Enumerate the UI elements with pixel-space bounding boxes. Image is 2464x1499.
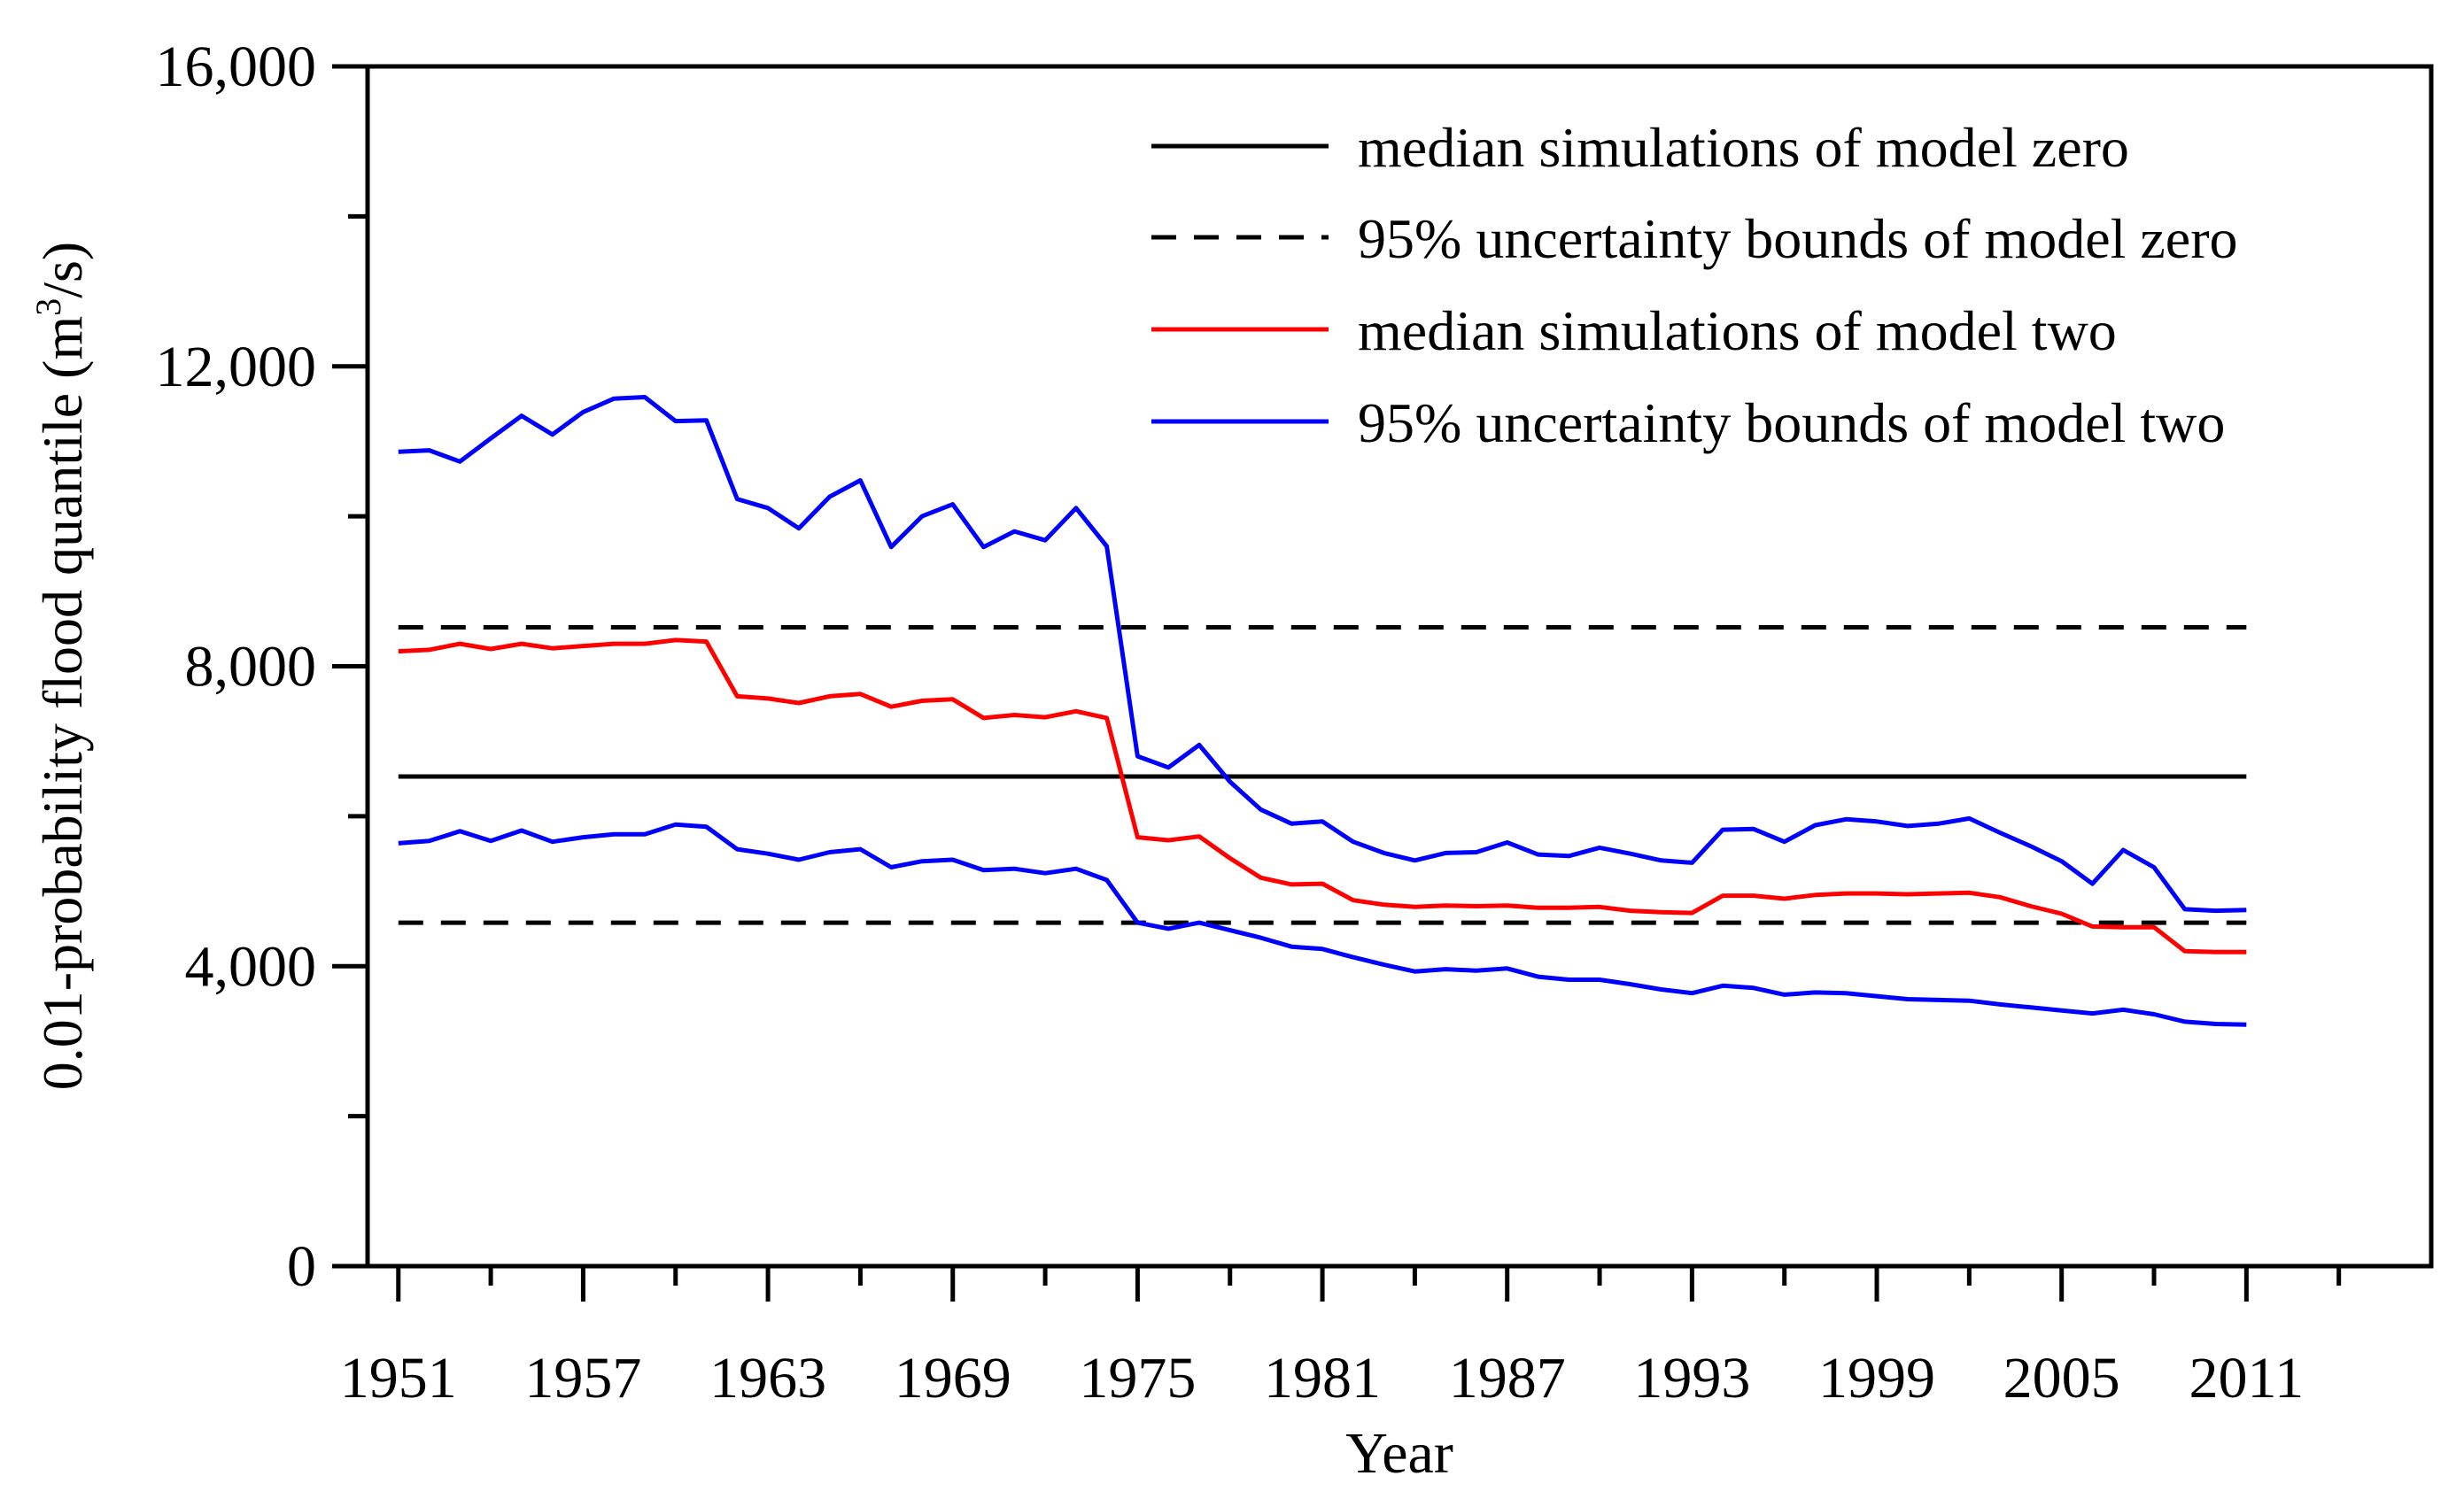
x-tick-label: 1993 xyxy=(1633,1346,1750,1410)
y-axis-label-main: 0.01-probability flood quantile (m xyxy=(31,316,94,1091)
x-tick-label: 1957 xyxy=(524,1346,641,1410)
y-axis-label-sup: 3 xyxy=(28,298,68,316)
series-bounds-model-two-lower xyxy=(398,822,2247,1027)
x-tick-label: 1999 xyxy=(1818,1346,1935,1410)
y-axis-label: 0.01-probability flood quantile (m3/s) xyxy=(28,242,94,1091)
x-tick-label: 1987 xyxy=(1449,1346,1566,1410)
series-layer xyxy=(398,395,2247,1027)
x-tick-label: 1969 xyxy=(895,1346,1011,1410)
y-axis-label-end: /s) xyxy=(31,242,94,298)
y-axis-ticks: 0 4,000 8,000 12,000 16,000 xyxy=(156,35,368,1299)
legend-label-bounds-model-two: 95% uncertainty bounds of model two xyxy=(1358,391,2225,454)
x-tick-label: 2005 xyxy=(2003,1346,2120,1410)
x-tick-label: 1963 xyxy=(709,1346,826,1410)
legend: median simulations of model zero 95% unc… xyxy=(1151,116,2238,454)
y-tick-label: 0 xyxy=(287,1234,316,1299)
x-tick-label: 1981 xyxy=(1264,1346,1381,1410)
legend-label-median-model-two: median simulations of model two xyxy=(1358,299,2117,362)
series-bounds-model-two-upper xyxy=(398,395,2247,914)
y-tick-label: 12,000 xyxy=(156,335,317,399)
y-tick-label: 16,000 xyxy=(156,35,317,99)
legend-label-median-model-zero: median simulations of model zero xyxy=(1358,116,2129,179)
y-tick-label: 4,000 xyxy=(185,934,317,999)
y-tick-label: 8,000 xyxy=(185,635,317,699)
legend-label-bounds-model-zero: 95% uncertainty bounds of model zero xyxy=(1358,207,2238,270)
x-axis-ticks: 1951 1957 1963 1969 1975 1981 1987 1993 1999 2005… xyxy=(340,1266,2342,1410)
x-tick-label: 1951 xyxy=(340,1346,457,1410)
x-tick-label: 1975 xyxy=(1079,1346,1196,1410)
x-tick-label: 2011 xyxy=(2189,1346,2305,1410)
x-axis-label: Year xyxy=(1345,1421,1453,1486)
series-median-model-two xyxy=(398,637,2247,954)
